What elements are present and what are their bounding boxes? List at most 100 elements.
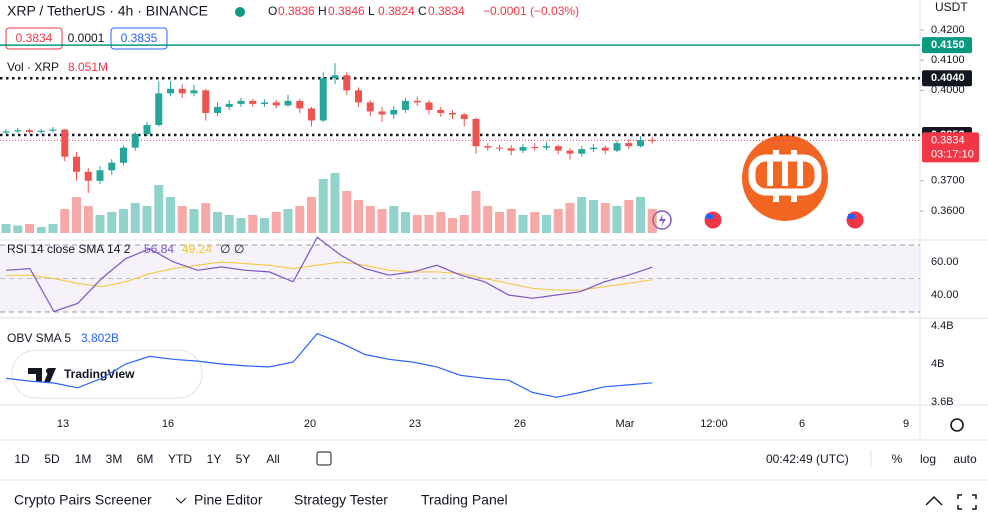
candle-body bbox=[225, 103, 233, 107]
candle-body bbox=[590, 147, 597, 150]
date-range-icon[interactable] bbox=[316, 451, 332, 466]
scale-option[interactable]: % bbox=[892, 452, 903, 466]
ohlc-value: 0.3836 bbox=[278, 4, 315, 18]
volume-bar bbox=[213, 212, 222, 233]
candle-body bbox=[519, 147, 527, 151]
rsi-extra: ∅ bbox=[234, 242, 244, 256]
symbol-title[interactable]: XRP / TetherUS · 4h · BINANCE bbox=[7, 3, 208, 19]
candle-body bbox=[531, 147, 539, 149]
volume-bar bbox=[565, 203, 575, 233]
bottom-tab[interactable]: Strategy Tester bbox=[294, 492, 388, 508]
range-button[interactable]: 6M bbox=[137, 452, 154, 466]
candle-body bbox=[460, 114, 468, 119]
candle-body bbox=[49, 129, 57, 131]
dropdown-icon[interactable] bbox=[175, 497, 187, 504]
volume-bar bbox=[624, 200, 634, 233]
volume-bar bbox=[48, 224, 58, 233]
time-tick-label: 9 bbox=[903, 418, 909, 430]
scale-option[interactable]: auto bbox=[953, 452, 977, 466]
range-button[interactable]: 5Y bbox=[236, 452, 251, 466]
bottom-tab[interactable]: Pine Editor bbox=[194, 492, 263, 508]
time-tick-label: Mar bbox=[616, 418, 635, 430]
volume-bar bbox=[177, 206, 187, 233]
sell-price[interactable]: 0.3834 bbox=[16, 31, 53, 45]
bottom-tab[interactable]: Crypto Pairs Screener bbox=[14, 492, 152, 508]
volume-bar bbox=[424, 215, 434, 233]
sell-button[interactable] bbox=[5, 27, 63, 50]
currency-label[interactable]: USDT bbox=[935, 0, 968, 14]
volume-bar bbox=[142, 206, 152, 233]
obv-tick-label: 3.6B bbox=[931, 396, 954, 408]
range-button[interactable]: 1M bbox=[75, 452, 92, 466]
coin-symbol-lines bbox=[767, 150, 803, 202]
volume-bar bbox=[201, 203, 211, 233]
rsi-sma-value: 49.24 bbox=[182, 242, 212, 256]
volume-bar bbox=[506, 209, 516, 233]
volume-value: 8.051M bbox=[68, 60, 108, 74]
volume-bar bbox=[412, 215, 422, 233]
candle-body bbox=[496, 147, 503, 149]
volume-bar bbox=[119, 209, 128, 233]
clock[interactable]: 00:42:49 (UTC) bbox=[766, 452, 849, 466]
candle-body bbox=[484, 146, 492, 148]
volume-bar bbox=[295, 206, 305, 233]
volume-bar bbox=[271, 212, 281, 233]
candle-body bbox=[143, 125, 151, 135]
obv-line bbox=[5, 332, 653, 398]
scale-option[interactable]: log bbox=[920, 452, 936, 466]
candle-body bbox=[578, 149, 586, 154]
range-button[interactable]: 3M bbox=[106, 452, 123, 466]
ohlc-key: O bbox=[268, 4, 277, 18]
candle-body bbox=[272, 102, 280, 106]
volume-bar bbox=[401, 212, 410, 233]
maximize-icon[interactable] bbox=[957, 494, 977, 510]
time-tick-label: 12:00 bbox=[700, 418, 728, 430]
range-button[interactable]: 1D bbox=[14, 452, 30, 466]
range-button[interactable]: All bbox=[266, 452, 279, 466]
candle-body bbox=[543, 146, 550, 148]
range-button[interactable]: 1Y bbox=[207, 452, 222, 466]
volume-bar bbox=[600, 203, 610, 233]
candle-body bbox=[425, 102, 433, 110]
settings-icon[interactable] bbox=[950, 418, 964, 432]
event-icon[interactable] bbox=[845, 210, 865, 230]
ohlc-value: 0.3834 bbox=[428, 4, 465, 18]
candle-body bbox=[413, 100, 421, 103]
rsi-sma-line bbox=[6, 261, 653, 291]
rsi-value: 56.84 bbox=[144, 242, 174, 256]
bottom-tab[interactable]: Trading Panel bbox=[421, 492, 508, 508]
event-icon-flag bbox=[706, 214, 713, 219]
obv-tick-label: 4.4B bbox=[931, 320, 954, 332]
buy-price[interactable]: 0.3835 bbox=[121, 31, 158, 45]
logo-badge[interactable] bbox=[11, 349, 203, 399]
time-tick-label: 26 bbox=[514, 418, 526, 430]
volume-bar bbox=[166, 197, 175, 233]
collapse-icon[interactable] bbox=[925, 495, 943, 506]
candle-body bbox=[37, 130, 45, 132]
price-line-badge bbox=[922, 37, 972, 54]
volume-bar bbox=[318, 179, 328, 233]
candle-body bbox=[390, 109, 398, 115]
logo-text[interactable]: TradingView bbox=[64, 367, 135, 381]
time-tick-label: 23 bbox=[409, 418, 421, 430]
volume-bar bbox=[72, 197, 81, 233]
candle-body bbox=[73, 156, 80, 172]
event-icon-bolt bbox=[659, 214, 666, 227]
candle-body bbox=[637, 140, 644, 147]
candle-body bbox=[167, 88, 174, 94]
candle-body bbox=[402, 100, 409, 110]
candle-body bbox=[202, 90, 210, 113]
volume-bar bbox=[542, 215, 551, 233]
volume-bar bbox=[612, 206, 622, 233]
range-button[interactable]: 5D bbox=[44, 452, 60, 466]
volume-bar bbox=[377, 209, 387, 233]
candle-body bbox=[214, 106, 221, 113]
volume-bar bbox=[553, 209, 563, 233]
volume-bar bbox=[307, 197, 316, 233]
event-icon[interactable] bbox=[703, 210, 723, 230]
volume-bar bbox=[389, 206, 399, 233]
range-button[interactable]: YTD bbox=[168, 452, 192, 466]
buy-button[interactable] bbox=[110, 27, 168, 50]
watermark-coin bbox=[742, 135, 828, 221]
